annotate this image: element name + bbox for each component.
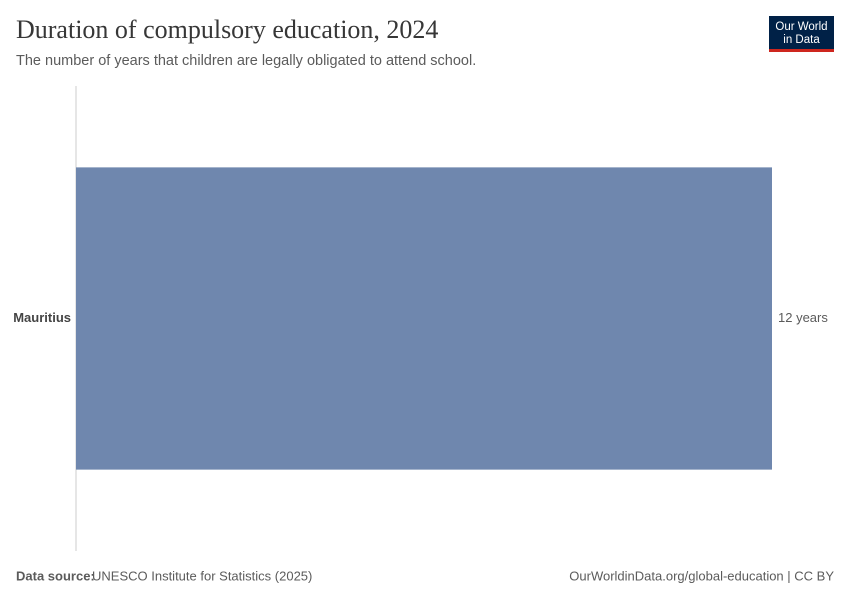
source[interactable]: UNESCO Institute for Statistics (2025) [92,568,312,583]
bar [76,167,772,470]
logo[interactable]: Our World in Data [769,16,834,52]
logo-text: Our World [775,21,827,33]
chart-title: Duration of compulsory education, 2024 [16,15,438,44]
chart-subtitle: The number of years that children are le… [16,53,476,69]
logo-text: in Data [783,34,820,46]
source-label: Data source: [16,568,95,583]
credit[interactable]: OurWorldinData.org/global-education | CC… [569,568,834,583]
category-label: Mauritius [13,310,71,325]
logo-stripe [769,49,834,52]
logo-box [769,16,834,49]
value-label: 12 years [778,310,828,325]
